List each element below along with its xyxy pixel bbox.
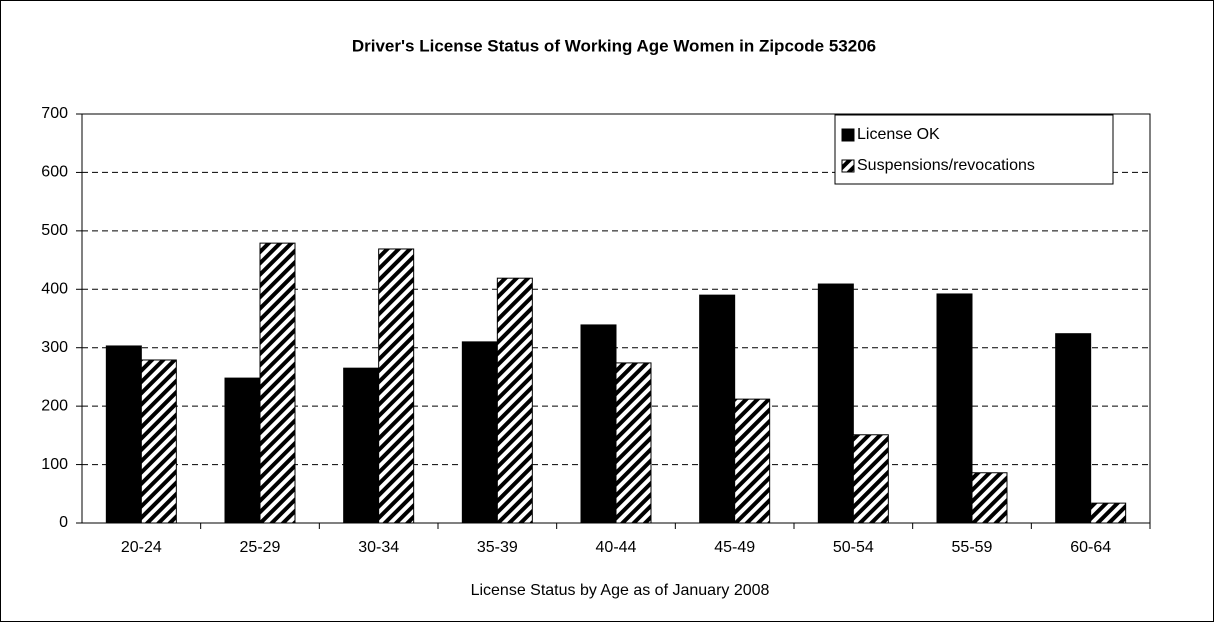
x-tick-label: 20-24	[121, 539, 162, 556]
bar	[852, 434, 889, 524]
bar	[461, 341, 498, 524]
legend-swatch	[841, 128, 855, 142]
x-tick-label: 45-49	[714, 539, 755, 556]
x-tick-label: 55-59	[952, 539, 993, 556]
x-tick-label: 30-34	[358, 539, 399, 556]
x-tick-label: 25-29	[240, 539, 281, 556]
bar	[817, 283, 854, 524]
bar	[259, 242, 296, 524]
legend-box	[834, 114, 1114, 185]
bar	[580, 324, 617, 524]
bar	[496, 277, 533, 524]
y-tick-label: 300	[41, 339, 68, 356]
bar	[224, 377, 261, 524]
y-tick-label: 200	[41, 397, 68, 414]
bar	[734, 398, 771, 524]
bar	[615, 362, 652, 524]
y-tick-label: 500	[41, 222, 68, 239]
x-tick-label: 35-39	[477, 539, 518, 556]
legend-label: Suspensions/revocations	[857, 157, 1035, 174]
bar	[1055, 333, 1092, 524]
bar	[105, 345, 142, 524]
chart-title: Driver's License Status of Working Age W…	[352, 36, 876, 55]
bar	[971, 472, 1008, 524]
legend-swatch	[841, 159, 855, 173]
y-tick-label: 400	[41, 281, 68, 298]
bar	[699, 294, 736, 524]
y-tick-label: 600	[41, 164, 68, 181]
bar	[1090, 502, 1127, 524]
bar	[343, 367, 380, 524]
x-axis-label: License Status by Age as of January 2008	[471, 582, 770, 599]
legend-label: License OK	[857, 126, 940, 143]
y-tick-label: 0	[59, 514, 68, 531]
bar	[140, 359, 177, 524]
bar	[378, 248, 415, 524]
y-tick-label: 100	[41, 456, 68, 473]
x-tick-label: 40-44	[596, 539, 637, 556]
bar	[936, 293, 973, 524]
x-tick-label: 50-54	[833, 539, 874, 556]
y-tick-label: 700	[41, 105, 68, 122]
x-tick-label: 60-64	[1070, 539, 1111, 556]
